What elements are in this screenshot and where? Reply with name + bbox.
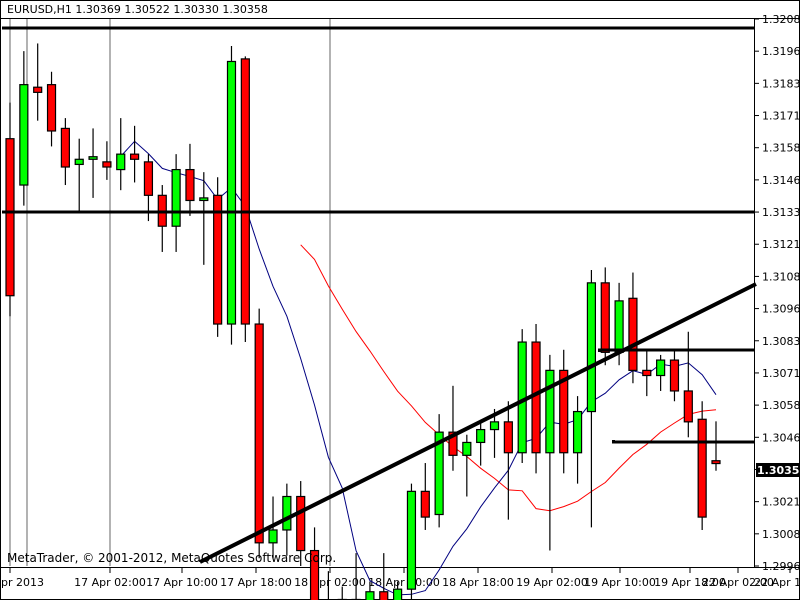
price-tick-label: 1.30960 bbox=[762, 303, 800, 316]
price-tick-label: 1.31585 bbox=[762, 142, 800, 155]
candle-body[interactable] bbox=[683, 390, 693, 423]
candle-body[interactable] bbox=[365, 591, 375, 600]
candle-body[interactable] bbox=[19, 84, 29, 186]
price-tick-label: 1.30585 bbox=[762, 399, 800, 412]
candle-body[interactable] bbox=[476, 428, 486, 444]
candle-body[interactable] bbox=[185, 168, 195, 202]
time-tick-label: 18 Apr 02:00 bbox=[294, 576, 366, 589]
candle-body[interactable] bbox=[586, 282, 597, 413]
price-tick-label: 1.31710 bbox=[762, 110, 800, 123]
current-price-label: 1.30358 bbox=[757, 464, 800, 477]
time-tick-label: 22 Apr 10:00 bbox=[754, 576, 800, 589]
price-tick-label: 1.31835 bbox=[762, 77, 800, 90]
time-tick-label: 19 Apr 02:00 bbox=[516, 576, 588, 589]
candle-body[interactable] bbox=[102, 161, 112, 168]
candle-body[interactable] bbox=[656, 359, 666, 377]
price-tick-label: 1.29960 bbox=[762, 560, 800, 573]
candle-body[interactable] bbox=[628, 297, 638, 371]
candle-body[interactable] bbox=[406, 490, 417, 590]
candle-body[interactable] bbox=[697, 418, 707, 518]
candle-body[interactable] bbox=[88, 156, 98, 160]
time-tick-label: 16 Apr 2013 bbox=[0, 576, 44, 589]
candle-body[interactable] bbox=[296, 495, 306, 552]
price-tick-label: 1.31960 bbox=[762, 45, 800, 58]
candle-body[interactable] bbox=[572, 410, 583, 454]
candle-body[interactable] bbox=[268, 529, 278, 544]
ascending-trend-line[interactable] bbox=[199, 282, 757, 564]
price-tick-label: 1.31085 bbox=[762, 270, 800, 283]
time-tick-label: 17 Apr 10:00 bbox=[146, 576, 218, 589]
candle-body[interactable] bbox=[545, 369, 555, 454]
price-tick-label: 1.30210 bbox=[762, 496, 800, 509]
price-tick-label: 1.30835 bbox=[762, 335, 800, 348]
candle-body[interactable] bbox=[669, 359, 680, 392]
time-tick-label: 17 Apr 18:00 bbox=[220, 576, 292, 589]
candle-body[interactable] bbox=[711, 460, 721, 465]
price-tick-label: 1.30085 bbox=[762, 528, 800, 541]
candle-body[interactable] bbox=[600, 282, 610, 353]
candle-body[interactable] bbox=[254, 323, 264, 544]
price-tick-label: 1.30460 bbox=[762, 431, 800, 444]
candle-body[interactable] bbox=[60, 127, 70, 168]
time-tick-label: 22 Apr 02:00 bbox=[702, 576, 774, 589]
candle-body[interactable] bbox=[393, 588, 403, 600]
drawing-objects[interactable] bbox=[2, 26, 757, 564]
time-tick-label: 17 Apr 02:00 bbox=[74, 576, 146, 589]
candle-body[interactable] bbox=[33, 86, 43, 93]
candle-body[interactable] bbox=[5, 138, 15, 297]
price-tick-label: 1.31210 bbox=[762, 238, 800, 251]
candle-body[interactable] bbox=[171, 168, 181, 227]
candle-body[interactable] bbox=[489, 421, 500, 431]
current-price-box bbox=[756, 463, 799, 477]
candle-body[interactable] bbox=[448, 431, 458, 456]
price-tick-label: 1.31460 bbox=[762, 174, 800, 187]
candle-body[interactable] bbox=[226, 60, 237, 325]
candle-body[interactable] bbox=[462, 441, 472, 456]
candle-body[interactable] bbox=[116, 153, 126, 171]
price-tick-label: 1.32085 bbox=[762, 13, 800, 26]
candle-body[interactable] bbox=[282, 495, 292, 531]
time-tick-label: 19 Apr 18:00 bbox=[654, 576, 726, 589]
candle-body[interactable] bbox=[74, 158, 84, 166]
candle-body[interactable] bbox=[213, 194, 223, 325]
candle-body[interactable] bbox=[559, 369, 569, 454]
time-tick-label: 19 Apr 10:00 bbox=[584, 576, 656, 589]
candle-body[interactable] bbox=[434, 431, 444, 516]
price-axis: 1.32085 1.31960 1.31835 1.31710 1.31585 1.314… bbox=[755, 13, 800, 573]
symbol-ohlc-label: EURUSD,H1 1.30369 1.30522 1.30330 1.3035… bbox=[7, 3, 268, 16]
candle-body[interactable] bbox=[46, 84, 57, 132]
candle-body[interactable] bbox=[240, 58, 250, 325]
candle-body[interactable] bbox=[503, 421, 513, 454]
copyright-label: MetaTrader, © 2001-2012, MetaQuotes Soft… bbox=[7, 551, 336, 565]
time-tick-label: 18 Apr 18:00 bbox=[442, 576, 514, 589]
candle-body[interactable] bbox=[614, 300, 624, 353]
candle-body[interactable] bbox=[420, 490, 430, 518]
candle-body[interactable] bbox=[199, 197, 209, 202]
candle-body[interactable] bbox=[309, 549, 320, 600]
time-tick-label: 18 Apr 10:00 bbox=[368, 576, 440, 589]
price-tick-label: 1.31335 bbox=[762, 206, 800, 219]
price-tick-label: 1.30710 bbox=[762, 367, 800, 380]
candle-body[interactable] bbox=[379, 591, 389, 600]
candle-body[interactable] bbox=[642, 369, 652, 377]
candle-body[interactable] bbox=[143, 161, 154, 196]
current-price-tag: 1.30358 bbox=[756, 463, 800, 477]
candle-body[interactable] bbox=[129, 153, 140, 160]
